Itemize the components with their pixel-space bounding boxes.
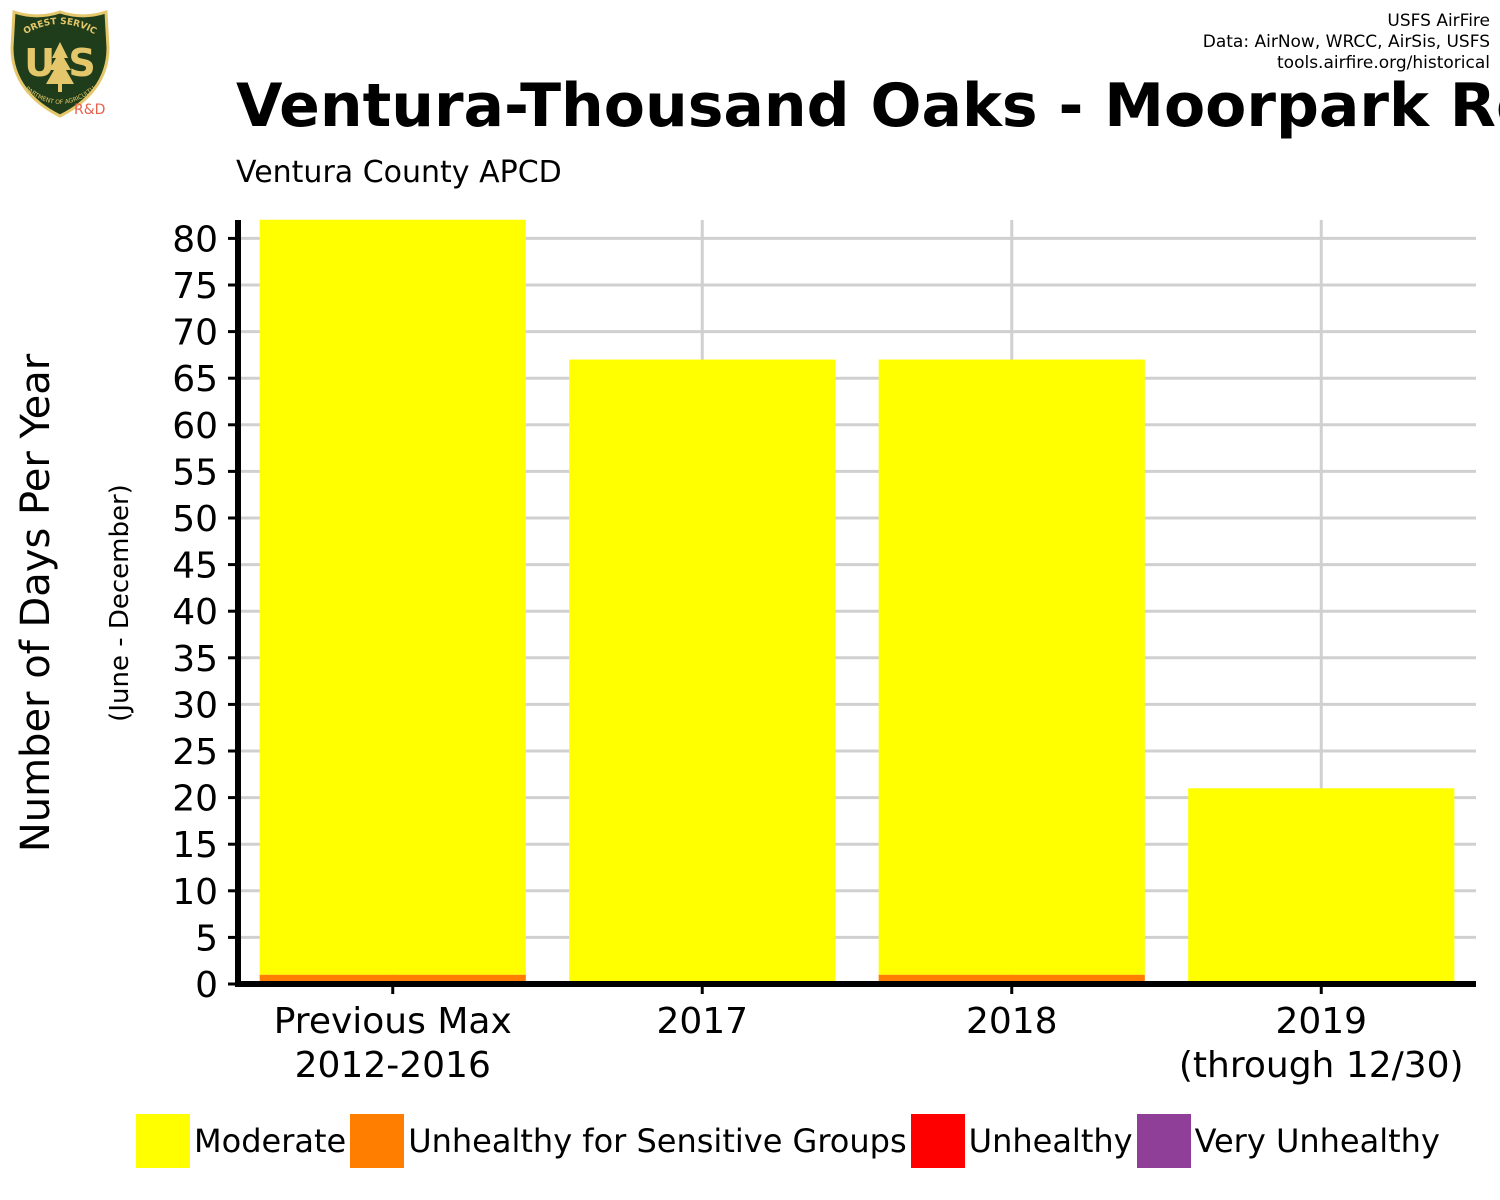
bar-moderate <box>878 359 1145 975</box>
y-tick-label: 70 <box>172 313 218 354</box>
x-tick-label: 2012-2016 <box>295 1045 491 1086</box>
y-tick-label: 40 <box>172 592 218 633</box>
legend-swatch <box>350 1114 405 1168</box>
y-tick-label: 35 <box>172 639 218 680</box>
legend-label: Very Unhealthy <box>1194 1122 1440 1160</box>
y-tick-label: 60 <box>172 406 218 447</box>
legend-item: Very Unhealthy <box>1136 1114 1440 1168</box>
chart-subtitle: Ventura County APCD <box>236 155 562 190</box>
x-tick-label: (through 12/30) <box>1179 1045 1464 1086</box>
legend-label: Unhealthy for Sensitive Groups <box>408 1122 907 1160</box>
logo-rd-text: R&D <box>74 102 105 118</box>
x-tick-label: 2019 <box>1275 1001 1367 1042</box>
bar-unhealthy-for-sensitive-groups <box>259 974 526 984</box>
credit-line-1: USFS AirFire <box>1387 11 1490 31</box>
x-tick-label: 2017 <box>656 1001 748 1042</box>
y-tick-label: 30 <box>172 685 218 726</box>
y-tick-label: 0 <box>195 965 218 1006</box>
y-tick-label: 20 <box>172 779 218 820</box>
bar-moderate <box>569 359 836 984</box>
y-tick-label: 80 <box>172 219 218 260</box>
legend-item: Unhealthy for Sensitive Groups <box>350 1114 907 1168</box>
bar-unhealthy-for-sensitive-groups <box>878 974 1145 984</box>
legend-label: Unhealthy <box>968 1122 1133 1160</box>
bar-moderate <box>1188 788 1455 984</box>
y-tick-label: 25 <box>172 732 218 773</box>
legend-item: Unhealthy <box>910 1114 1133 1168</box>
y-tick-label: 45 <box>172 546 218 587</box>
chart-title: Ventura-Thousand Oaks - Moorpark Ro <box>236 71 1500 141</box>
y-tick-label: 15 <box>172 825 218 866</box>
legend: Moderate Unhealthy for Sensitive Groups Un… <box>136 1114 1440 1168</box>
legend-swatch <box>1136 1114 1191 1168</box>
credit-line-3: tools.airfire.org/historical <box>1277 53 1490 73</box>
legend-label: Moderate <box>194 1122 347 1160</box>
bar-moderate <box>259 219 526 975</box>
forest-service-logo: FOREST SERVICE U S DEPARTMENT OF AGRICUL… <box>8 8 110 118</box>
y-tick-label: 10 <box>172 872 218 913</box>
y-tick-label: 75 <box>172 266 218 307</box>
y-tick-label: 5 <box>195 918 218 959</box>
y-tick-label: 65 <box>172 359 218 400</box>
x-tick-label: Previous Max <box>274 1001 512 1042</box>
y-tick-label: 50 <box>172 499 218 540</box>
credit-line-2: Data: AirNow, WRCC, AirSis, USFS <box>1202 32 1490 52</box>
legend-swatch <box>136 1114 190 1168</box>
credits: USFS AirFire Data: AirNow, WRCC, AirSis,… <box>1203 11 1490 74</box>
y-tick-label: 55 <box>172 452 218 493</box>
legend-swatch <box>910 1114 965 1168</box>
x-tick-label: 2018 <box>966 1001 1058 1042</box>
legend-item: Moderate <box>136 1114 346 1168</box>
